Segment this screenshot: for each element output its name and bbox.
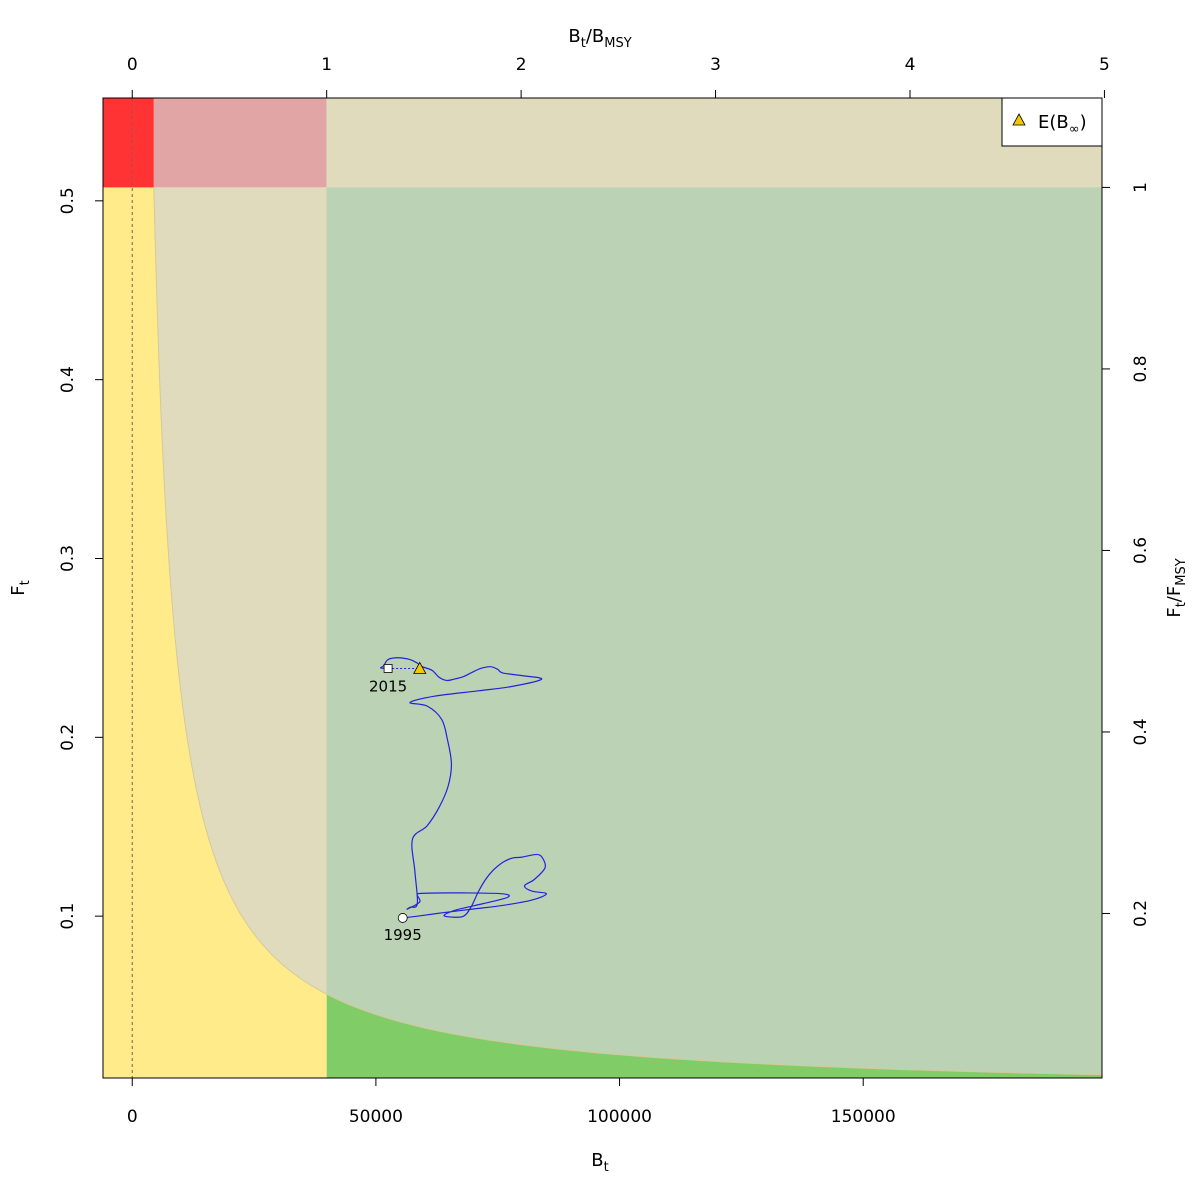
right-axis-ticks: 0.2 0.4 0.6 0.8 1 [1102,182,1151,927]
plot-frame [102,97,1103,1079]
legend-triangle-icon [1012,113,1026,126]
zone-transition-left [153,187,327,995]
end-year-label: 2015 [369,677,407,695]
x-top-tick-label: 0 [127,55,138,75]
start-year-point [397,913,408,923]
zone-transition-right [326,187,1102,1075]
x-axis-title-top: Bt/BMSY [568,26,631,51]
x-bottom-tick-label: 50000 [349,1107,403,1127]
y-right-tick-label: 0.6 [1131,537,1151,564]
y-left-tick-label: 0.4 [58,366,78,393]
status-zones [103,98,1102,1078]
legend: E(B∞) [1001,97,1103,147]
y-left-tick-label: 0.5 [58,187,78,214]
y-right-tick-label: 0.4 [1131,718,1151,745]
y-left-tick-label: 0.2 [58,724,78,751]
end-year-point [383,664,393,673]
bottom-axis-ticks: 0 50000 100000 150000 [127,1078,896,1127]
legend-entry-label: E(B∞) [1038,112,1087,137]
expected-equilibrium-triangle [413,661,427,674]
x-bottom-tick-label: 150000 [831,1107,896,1127]
y-left-tick-label: 0.3 [58,545,78,572]
y-right-tick-label: 0.2 [1131,900,1151,927]
x-top-tick-label: 5 [1099,55,1110,75]
zone-overfishing-right [326,98,1102,188]
x-top-tick-label: 2 [516,55,527,75]
msy-catch-curve [153,187,1102,1076]
x-top-tick-label: 4 [905,55,916,75]
start-year-label: 1995 [384,926,422,944]
x-top-tick-label: 3 [710,55,721,75]
x-bottom-tick-label: 100000 [587,1107,652,1127]
y-axis-title-right: Ft/FMSY [1164,558,1189,617]
y-left-tick-label: 0.1 [58,903,78,930]
y-axis-title-left: Ft [8,580,33,595]
top-axis-ticks: 0 1 2 3 4 5 [127,55,1110,98]
y-right-tick-label: 0.8 [1131,355,1151,382]
y-right-tick-label: 1 [1131,182,1151,193]
x-bottom-tick-label: 0 [127,1107,138,1127]
left-axis-ticks: 0.1 0.2 0.3 0.4 0.5 [58,187,103,930]
zone-overfishing [153,98,327,188]
x-axis-title-bottom: Bt [591,1150,608,1175]
biomass-fishing-trajectory [380,657,548,923]
trajectory-line [380,657,548,919]
x-top-tick-label: 1 [321,55,332,75]
zone-overfished-overfishing [103,98,154,188]
